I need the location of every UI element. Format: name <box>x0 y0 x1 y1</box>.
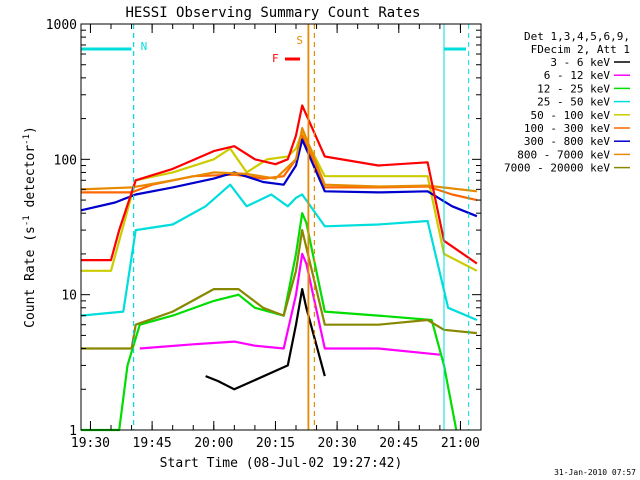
legend-label: 800 - 7000 keV <box>517 148 610 161</box>
footer-date: 31-Jan-2010 07:57 <box>554 468 636 477</box>
series-line-50-100-kev <box>81 130 478 272</box>
y-axis-label: Count Rate (s-1 detector-1) <box>22 126 38 328</box>
series-line-3-6-kev <box>205 288 326 391</box>
series-line-unlabeled <box>81 104 478 265</box>
plot-frame <box>80 23 482 431</box>
legend: Det 1,3,4,5,6,9,FDecim 2, Att 13 - 6 keV… <box>504 30 630 175</box>
y-tick-label: 100 <box>54 153 77 168</box>
chart-title: HESSI Observing Summary Count Rates <box>125 5 420 21</box>
series-line-800-7000-kev <box>80 127 478 193</box>
legend-header: Det 1,3,4,5,6,9, <box>524 30 630 43</box>
tick-labels: 1 10 100 1000 19:30 19:45 20:00 20:15 20:30 20:45… <box>46 18 480 451</box>
x-tick-label: 20:45 <box>379 436 418 451</box>
y-tick-label: 1000 <box>46 18 77 33</box>
legend-label: 3 - 6 keV <box>550 56 610 69</box>
series-line-100-300-kev <box>81 134 478 202</box>
saa-marker-label: S <box>296 34 303 47</box>
series-line-25-50-kev <box>80 183 478 322</box>
x-tick-label: 19:45 <box>133 436 172 451</box>
x-tick-label: 20:15 <box>256 436 295 451</box>
y-tick-label: 1 <box>69 424 77 439</box>
legend-label: 100 - 300 keV <box>524 122 610 135</box>
x-tick-label: 21:00 <box>441 436 480 451</box>
y-axis-label-sup1: -1 <box>22 215 32 226</box>
legend-label: 6 - 12 keV <box>544 69 611 82</box>
night-marker-label: N <box>141 40 148 53</box>
x-tick-label: 20:30 <box>318 436 357 451</box>
series-line-300-800-kev <box>80 138 478 218</box>
y-axis-label-sup2: -1 <box>22 134 32 145</box>
x-tick-label: 19:30 <box>71 436 110 451</box>
legend-label: 12 - 25 keV <box>537 82 610 95</box>
series-line-7000-20000-kev <box>81 229 478 350</box>
flare-marker-label: F <box>272 52 279 65</box>
legend-label: 25 - 50 keV <box>537 96 610 109</box>
x-tick-label: 20:00 <box>194 436 233 451</box>
legend-label: 50 - 100 keV <box>531 109 611 122</box>
legend-header: FDecim 2, Att 1 <box>531 43 630 56</box>
series-line-6-12-kev <box>139 252 441 356</box>
y-tick-label: 10 <box>61 289 77 304</box>
legend-label: 300 - 800 keV <box>524 135 610 148</box>
legend-label: 7000 - 20000 keV <box>504 162 610 175</box>
plot-area: N S F <box>80 24 478 432</box>
x-axis-label: Start Time (08-Jul-02 19:27:42) <box>160 456 403 471</box>
